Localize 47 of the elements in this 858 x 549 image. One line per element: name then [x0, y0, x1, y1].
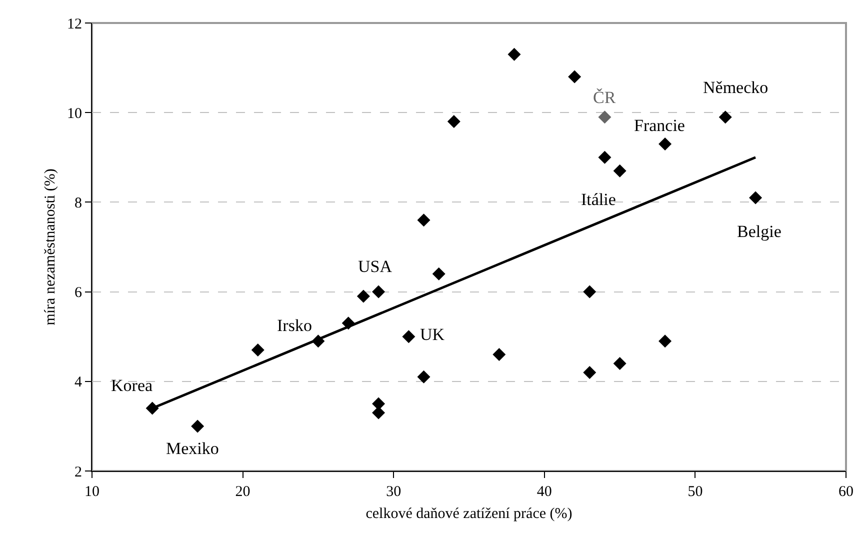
annotation: Francie — [634, 116, 685, 135]
y-tick-label: 12 — [67, 16, 82, 32]
point — [749, 191, 762, 204]
x-tick-label: 40 — [536, 484, 552, 500]
annotation: Korea — [111, 376, 153, 395]
point — [658, 334, 672, 348]
annotation: Itálie — [581, 190, 616, 209]
point — [402, 330, 416, 344]
point — [598, 110, 612, 124]
y-tick-label: 8 — [74, 195, 82, 212]
point — [191, 420, 204, 433]
point — [356, 290, 370, 303]
point — [372, 406, 386, 420]
point — [372, 285, 386, 298]
annotation: UK — [420, 325, 446, 344]
x-tick-label: 50 — [688, 484, 703, 500]
point — [417, 214, 430, 227]
point — [508, 48, 521, 61]
x-tick-label: 60 — [838, 484, 854, 500]
point — [598, 150, 612, 164]
x-tick-label: 30 — [386, 484, 402, 500]
annotation: ČR — [593, 88, 616, 107]
y-tick-label: 4 — [74, 374, 82, 391]
point — [658, 137, 672, 150]
point — [613, 164, 626, 178]
y-tick-label: 10 — [67, 106, 82, 122]
x-tick-label: 20 — [235, 484, 250, 500]
annotation: USA — [358, 257, 393, 276]
y-tick-label: 6 — [74, 285, 82, 302]
point — [251, 344, 264, 357]
x-tick-label: 10 — [84, 484, 100, 500]
point — [417, 370, 430, 384]
point — [583, 285, 596, 298]
annotation: Belgie — [737, 222, 782, 241]
annotation: Německo — [703, 78, 768, 97]
point — [447, 115, 460, 128]
annotation: Mexiko — [166, 439, 219, 458]
y-tick-label: 2 — [74, 464, 82, 480]
point — [492, 348, 506, 362]
point — [583, 366, 596, 379]
annotation: Irsko — [277, 316, 312, 335]
point — [568, 70, 582, 84]
point — [432, 267, 446, 280]
point — [613, 356, 626, 370]
x-axis-title: celkové daňové zatížení práce (%) — [366, 506, 572, 522]
point — [718, 110, 732, 124]
y-axis-title: míra nezaměstnanosti (%) — [42, 168, 58, 326]
